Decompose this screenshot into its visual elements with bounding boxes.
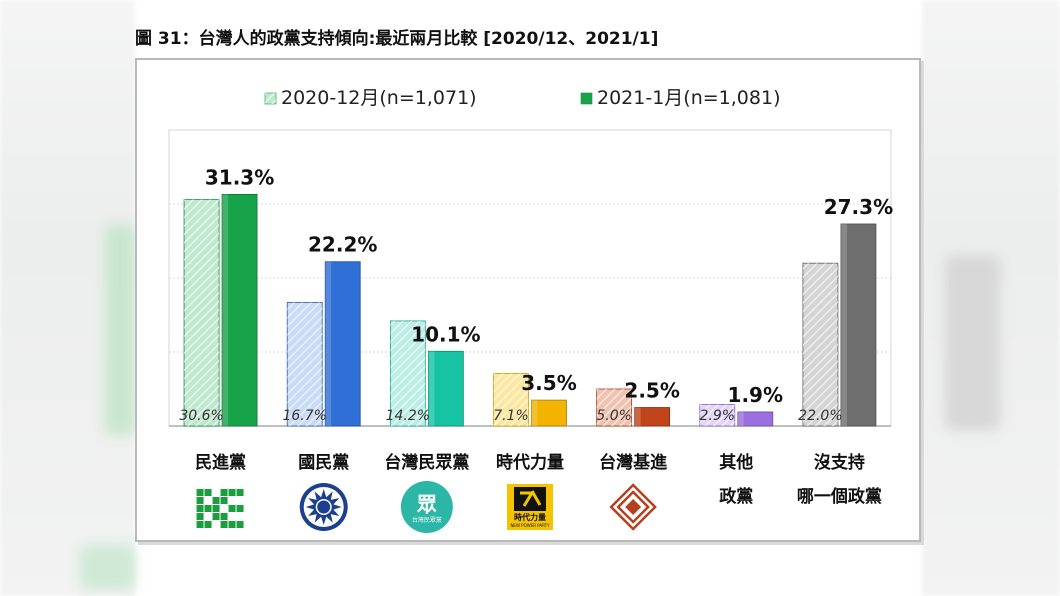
background-blur-shape xyxy=(105,225,135,435)
category-label: 台灣民眾黨 xyxy=(384,452,469,473)
bar-highlight xyxy=(428,351,435,426)
svg-text:NEW POWER PARTY: NEW POWER PARTY xyxy=(510,523,550,528)
bar-highlight xyxy=(325,261,332,426)
category-label: 國民黨 xyxy=(298,452,349,473)
data-label-2020-12: 5.0% xyxy=(596,408,632,424)
bars xyxy=(183,193,877,427)
bar-2021-01 xyxy=(324,261,361,427)
data-labels: 30.6% 31.3% 16.7% 22.2% 14.2% 10.1% 7.1% 3.5% 5.… xyxy=(179,165,893,424)
category-label: 台灣基進 xyxy=(599,452,667,473)
data-label-2020-12: 22.0% xyxy=(798,408,842,424)
category-label: 民進黨 xyxy=(195,452,246,473)
bar-2021-01 xyxy=(634,407,671,427)
background-blur-shape xyxy=(80,545,135,590)
data-label-2021-01: 1.9% xyxy=(728,383,783,407)
bar-chart: 2020-12月(n=1,071) 2021-1月(n=1,081) 30.6%3… xyxy=(168,87,893,533)
category-label: 哪一個政黨 xyxy=(797,486,882,507)
data-label-2020-12: 2.9% xyxy=(699,408,735,424)
data-label-2020-12: 7.1% xyxy=(493,408,529,424)
dpp-logo-icon xyxy=(196,489,244,528)
bar-2021-01 xyxy=(427,350,464,427)
bar-hatch xyxy=(287,302,323,426)
data-label-2021-01: 10.1% xyxy=(411,322,480,346)
data-label-2021-01: 3.5% xyxy=(521,371,576,395)
bar-hatch xyxy=(493,373,529,426)
background-blur-shape xyxy=(945,255,1000,430)
category-label: 沒支持 xyxy=(814,452,865,473)
legend: 2020-12月(n=1,071) 2021-1月(n=1,081) xyxy=(264,87,780,109)
data-label-2021-01: 2.5% xyxy=(624,379,679,403)
legend-swatch xyxy=(580,92,593,105)
bar-highlight xyxy=(531,400,538,426)
bar-hatch xyxy=(184,199,220,426)
legend-entry: 2020-12月(n=1,071) xyxy=(281,87,477,109)
bar-2021-01 xyxy=(221,193,258,427)
bar-hatch xyxy=(699,404,735,426)
bar-hatch xyxy=(596,389,632,426)
svg-text:台灣民眾黨: 台灣民眾黨 xyxy=(412,516,442,524)
data-label-2021-01: 27.3% xyxy=(824,195,893,219)
category-label: 其他 xyxy=(719,452,753,473)
bar-hatch xyxy=(802,263,838,426)
data-label-2020-12: 30.6% xyxy=(179,408,223,424)
category-label: 時代力量 xyxy=(496,452,564,473)
bar-highlight xyxy=(737,411,744,426)
data-label-2020-12: 16.7% xyxy=(282,408,326,424)
bar-highlight xyxy=(222,194,229,426)
bar-highlight xyxy=(840,223,847,426)
svg-text:眾: 眾 xyxy=(416,492,437,516)
bar-highlight xyxy=(634,407,641,426)
svg-text:時代力量: 時代力量 xyxy=(514,512,546,522)
bar-2021-01 xyxy=(840,223,877,427)
tsp-logo-icon xyxy=(609,483,657,531)
legend-swatch-hatch xyxy=(265,93,276,104)
data-label-2021-01: 31.3% xyxy=(205,165,274,189)
chart-panel: 2020-12月(n=1,071) 2021-1月(n=1,081) 30.6% 3… xyxy=(135,58,921,542)
bar-hatch xyxy=(390,320,426,426)
data-label-2021-01: 22.2% xyxy=(308,233,377,257)
data-label-2020-12: 14.2% xyxy=(386,408,430,424)
bar-2021-01 xyxy=(531,399,567,427)
bar-2021-01 xyxy=(737,411,774,427)
kmt-logo-icon xyxy=(299,483,348,531)
category-label: 政黨 xyxy=(719,486,753,507)
legend-entry: 2021-1月(n=1,081) xyxy=(597,87,780,109)
figure-title: 圖 31：台灣人的政黨支持傾向:最近兩月比較 [2020/12、2021/1] xyxy=(135,29,659,49)
